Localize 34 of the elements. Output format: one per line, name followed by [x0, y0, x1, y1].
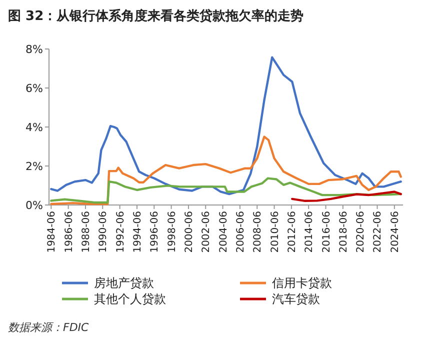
x-tick-label: 2006-06: [235, 211, 246, 253]
x-tick-label: 2018-06: [338, 211, 350, 253]
x-tick-label: 1984-06: [46, 211, 58, 253]
x-tick-label: 2016-06: [321, 211, 332, 253]
x-tick-label: 2000-06: [184, 211, 195, 253]
x-tick-label: 2002-06: [201, 211, 212, 253]
x-tick-label: 1986-06: [64, 211, 75, 253]
chart-title: 图 32：从银行体系角度来看各类贷款拖欠率的走势: [8, 8, 304, 24]
x-tick-label: 1996-06: [150, 211, 161, 253]
legend-label: 汽车贷款: [272, 292, 320, 306]
x-tick-label: 2008-06: [252, 211, 264, 253]
x-tick-label: 2022-06: [372, 211, 384, 253]
x-tick-label: 1990-06: [98, 211, 110, 253]
line-series: [50, 56, 402, 196]
x-tick-label: 2004-06: [218, 211, 230, 253]
x-tick-label: 2012-06: [286, 211, 298, 253]
x-tick-label: 2014-06: [304, 211, 316, 253]
legend-label: 信用卡贷款: [272, 276, 332, 290]
y-tick-label: 6%: [26, 82, 43, 95]
line-series: [291, 190, 402, 202]
y-tick-label: 4%: [26, 120, 43, 134]
x-tick-label: 1994-06: [132, 211, 144, 253]
x-tick-label: 1992-06: [115, 211, 126, 253]
x-tick-label: 2010-06: [270, 211, 281, 253]
y-tick-label: 0%: [26, 198, 43, 212]
x-tick-label: 1988-06: [80, 211, 92, 253]
x-tick-label: 2020-06: [356, 211, 367, 253]
source-note: 数据来源：FDIC: [8, 321, 90, 334]
y-tick-label: 8%: [26, 42, 43, 56]
y-tick-label: 2%: [26, 160, 43, 173]
x-tick-label: 2024-06: [390, 211, 401, 253]
x-tick-label: 1998-06: [166, 211, 178, 253]
legend-label: 房地产贷款: [94, 276, 154, 290]
legend-label: 其他个人贷款: [94, 292, 166, 306]
